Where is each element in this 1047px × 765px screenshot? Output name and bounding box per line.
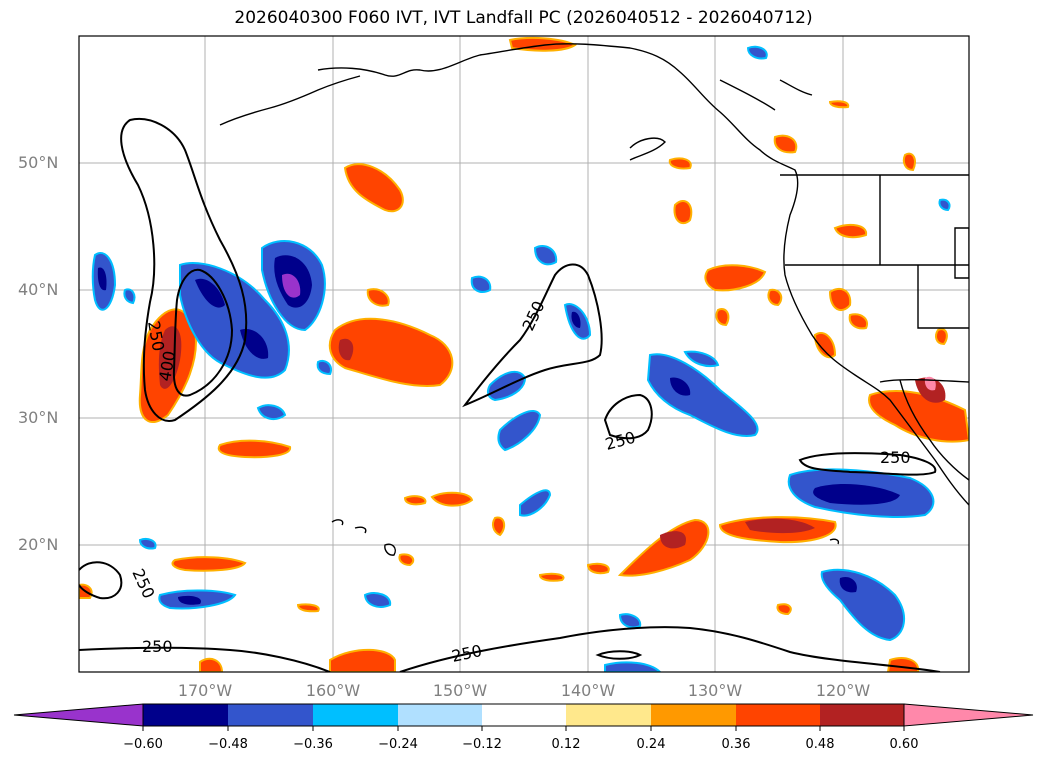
lat-label-50n: 50°N bbox=[18, 153, 59, 172]
lon-label-160w: 160°W bbox=[305, 681, 361, 700]
map-frame bbox=[78, 35, 970, 673]
lat-label-40n: 40°N bbox=[18, 280, 59, 299]
colorbar-tick-label: −0.12 bbox=[462, 737, 502, 752]
colorbar-tick-label: 0.48 bbox=[805, 737, 835, 752]
colorbar bbox=[13, 703, 1034, 731]
lat-label-30n: 30°N bbox=[18, 408, 59, 427]
colorbar-tick-label: −0.36 bbox=[293, 737, 333, 752]
map-title: 2026040300 F060 IVT, IVT Landfall PC (20… bbox=[234, 8, 813, 28]
colorbar-tick-label: 0.24 bbox=[636, 737, 666, 752]
ivt-contours bbox=[79, 117, 941, 672]
coastlines bbox=[219, 43, 969, 556]
lon-label-150w: 150°W bbox=[432, 681, 488, 700]
colorbar-tick-label: −0.24 bbox=[378, 737, 418, 752]
contour-label: 250 bbox=[880, 448, 911, 467]
lon-label-170w: 170°W bbox=[177, 681, 233, 700]
lat-label-20n: 20°N bbox=[18, 535, 59, 554]
colorbar-tick-label: −0.60 bbox=[123, 737, 163, 752]
lon-label-140w: 140°W bbox=[560, 681, 616, 700]
colorbar-tick-label: 0.12 bbox=[551, 737, 581, 752]
positive-pc-regions bbox=[79, 36, 969, 672]
lon-label-120w: 120°W bbox=[815, 681, 871, 700]
contour-label: 250 bbox=[142, 637, 173, 656]
negative-pc-regions bbox=[91, 45, 951, 672]
colorbar-tick-label: 0.36 bbox=[721, 737, 751, 752]
lon-label-130w: 130°W bbox=[687, 681, 743, 700]
colorbar-tick-label: 0.60 bbox=[889, 737, 919, 752]
colorbar-tick-label: −0.48 bbox=[208, 737, 248, 752]
